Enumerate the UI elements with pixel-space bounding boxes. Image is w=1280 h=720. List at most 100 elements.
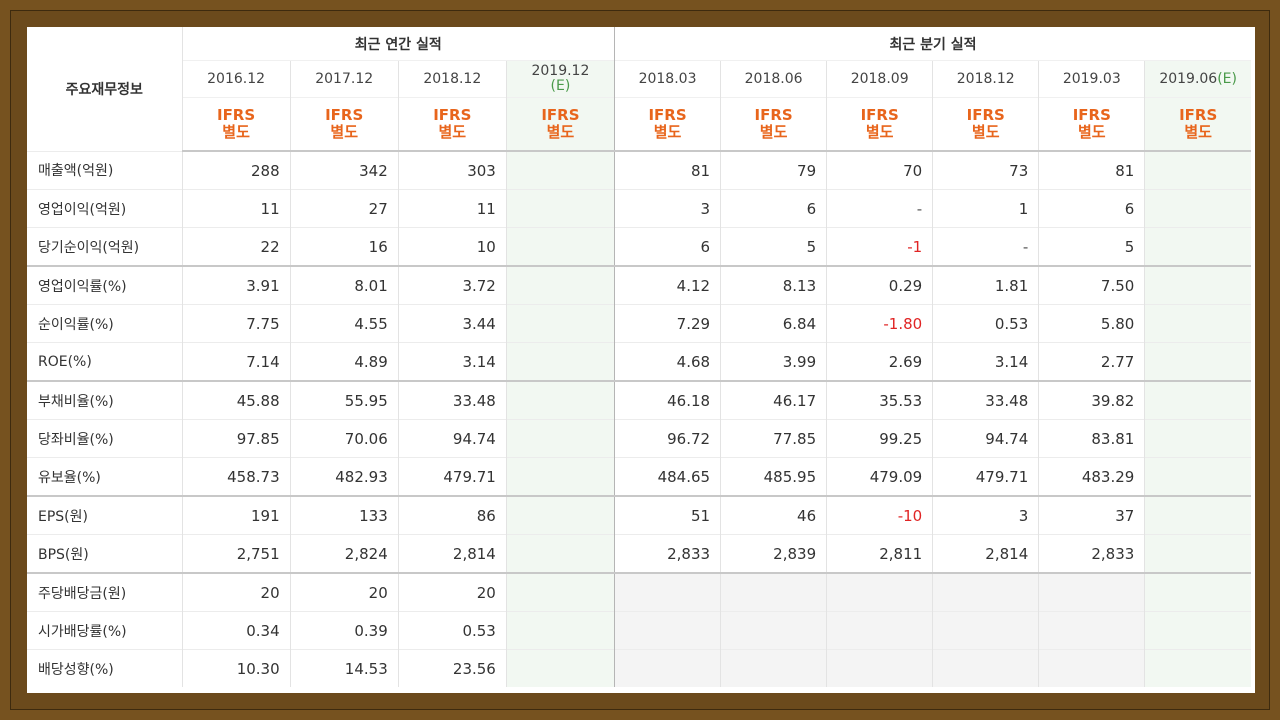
- value-cell: 288: [181, 150, 291, 190]
- value-cell: 2,839: [720, 534, 827, 573]
- annual-section-title: 최근 연간 실적: [181, 27, 615, 61]
- value-cell: 3: [613, 189, 721, 228]
- value-cell: [505, 189, 615, 228]
- value-cell: [826, 649, 933, 687]
- accounting-basis: IFRS 별도: [1144, 97, 1251, 152]
- value-cell: -1: [826, 227, 933, 266]
- value-cell: 458.73: [181, 457, 291, 496]
- row-label: ROE(%): [27, 342, 183, 381]
- value-cell: 5.80: [1038, 304, 1145, 343]
- value-cell: [720, 649, 827, 687]
- value-cell: 39.82: [1038, 380, 1145, 420]
- basis-standard: IFRS: [433, 106, 472, 124]
- accounting-basis: IFRS 별도: [826, 97, 933, 152]
- value-cell: [613, 611, 721, 650]
- value-cell: [932, 649, 1039, 687]
- basis-type: 별도: [865, 123, 894, 141]
- value-cell: 2.77: [1038, 342, 1145, 381]
- value-cell: 485.95: [720, 457, 827, 496]
- period-header: 2016.12: [181, 60, 291, 98]
- value-cell: 4.12: [613, 265, 721, 305]
- period-header: 2018.03: [613, 60, 721, 98]
- financial-table: 주요재무정보 최근 연간 실적 최근 분기 실적 2016.12 2017.12 2…: [27, 27, 1251, 687]
- period-date: 2018.09: [850, 71, 909, 87]
- basis-standard: IFRS: [754, 106, 793, 124]
- value-cell: [720, 572, 827, 612]
- accounting-basis: IFRS 별도: [397, 97, 507, 152]
- value-cell: 16: [289, 227, 399, 266]
- value-cell: 94.74: [397, 419, 507, 458]
- value-cell: [1144, 227, 1251, 266]
- value-cell: 0.29: [826, 265, 933, 305]
- value-cell: [1144, 457, 1251, 496]
- period-header: 2018.06: [720, 60, 827, 98]
- value-cell: 27: [289, 189, 399, 228]
- value-cell: 8.13: [720, 265, 827, 305]
- period-date: 2019.03: [1062, 71, 1121, 87]
- table-row: BPS(원) 2,751 2,824 2,814 2,833 2,839 2,811 2,81…: [27, 534, 1251, 573]
- value-cell: 5: [1038, 227, 1145, 266]
- value-cell: [1144, 189, 1251, 228]
- row-label: 유보율(%): [27, 457, 183, 496]
- financial-summary-panel: 주요재무정보 최근 연간 실적 최근 분기 실적 2016.12 2017.12 2…: [27, 27, 1255, 693]
- basis-type: 별도: [546, 123, 575, 141]
- value-cell: [1038, 649, 1145, 687]
- value-cell: 99.25: [826, 419, 933, 458]
- table-row: 배당성향(%) 10.30 14.53 23.56: [27, 649, 1251, 687]
- value-cell: [505, 457, 615, 496]
- accounting-basis: IFRS 별도: [613, 97, 721, 152]
- table-row: 영업이익(억원) 11 27 11 3 6-1 6: [27, 189, 1251, 228]
- value-cell: 46.18: [613, 380, 721, 420]
- value-cell: 7.29: [613, 304, 721, 343]
- value-cell: [1144, 304, 1251, 343]
- value-cell: [505, 495, 615, 535]
- accounting-basis: IFRS 별도: [505, 97, 615, 152]
- basis-standard: IFRS: [541, 106, 580, 124]
- value-cell: 10: [397, 227, 507, 266]
- value-cell: 81: [1038, 150, 1145, 190]
- value-cell: -10: [826, 495, 933, 535]
- table-row: 순이익률(%) 7.75 4.55 3.44 7.29 6.84 -1.80 0.53 5.80: [27, 304, 1251, 343]
- value-cell: 23.56: [397, 649, 507, 687]
- value-cell: 1: [932, 189, 1039, 228]
- value-cell: 3: [932, 495, 1039, 535]
- value-cell: 79: [720, 150, 827, 190]
- value-cell: 46: [720, 495, 827, 535]
- value-cell: 70.06: [289, 419, 399, 458]
- value-cell: 33.48: [932, 380, 1039, 420]
- value-cell: 7.14: [181, 342, 291, 381]
- value-cell: [505, 380, 615, 420]
- value-cell: 94.74: [932, 419, 1039, 458]
- value-cell: [505, 342, 615, 381]
- period-header: 2018.12: [932, 60, 1039, 98]
- row-label: 당기순이익(억원): [27, 227, 183, 266]
- value-cell: 6: [720, 189, 827, 228]
- value-cell: 6: [1038, 189, 1145, 228]
- value-cell: [932, 611, 1039, 650]
- value-cell: [1144, 534, 1251, 573]
- row-label: BPS(원): [27, 534, 183, 573]
- period-date: 2018.12: [423, 71, 482, 87]
- basis-type: 별도: [971, 123, 1000, 141]
- row-label: 영업이익률(%): [27, 265, 183, 305]
- period-date: 2018.12: [956, 71, 1015, 87]
- row-label: 배당성향(%): [27, 649, 183, 687]
- value-cell: [505, 534, 615, 573]
- row-label: 시가배당률(%): [27, 611, 183, 650]
- value-cell: [1038, 572, 1145, 612]
- row-label: 당좌비율(%): [27, 419, 183, 458]
- row-label: 순이익률(%): [27, 304, 183, 343]
- value-cell: 10.30: [181, 649, 291, 687]
- basis-standard: IFRS: [860, 106, 899, 124]
- basis-standard: IFRS: [216, 106, 256, 124]
- value-cell: [613, 572, 721, 612]
- period-date: 2017.12: [315, 71, 374, 87]
- period-date: 2018.03: [638, 71, 697, 87]
- table-row: 당좌비율(%) 97.85 70.06 94.74 96.72 77.85 99.25 94.…: [27, 419, 1251, 458]
- quarterly-section-title: 최근 분기 실적: [614, 27, 1251, 61]
- value-cell: 2,833: [613, 534, 721, 573]
- table-row: 유보율(%) 458.73 482.93 479.71 484.65 485.95 479.…: [27, 457, 1251, 496]
- value-cell: 3.14: [397, 342, 507, 381]
- value-cell: 20: [289, 572, 399, 612]
- value-cell: 20: [397, 572, 507, 612]
